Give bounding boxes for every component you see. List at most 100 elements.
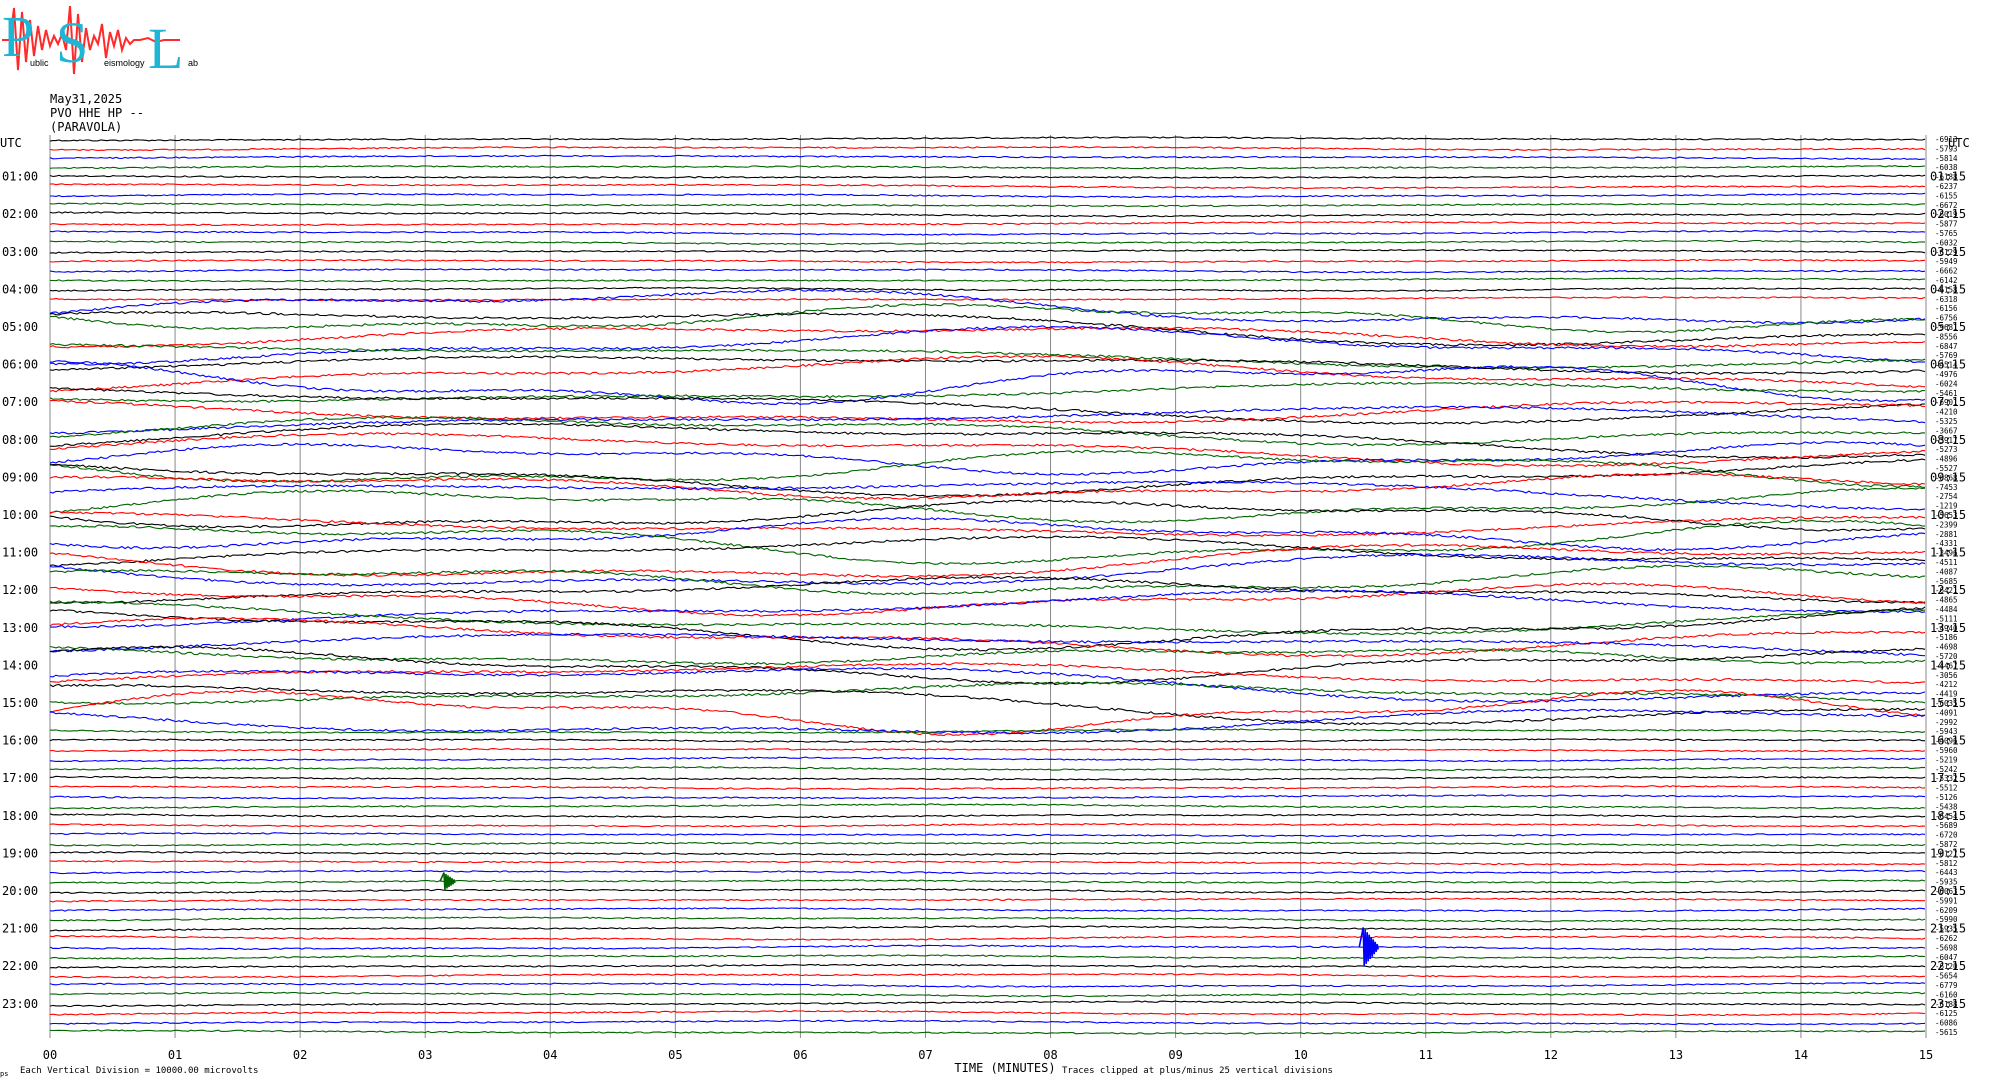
trace-offset-label: -5877 — [1935, 220, 1958, 229]
trace-offset-label: -6237 — [1935, 182, 1958, 191]
seismic-trace — [49, 963, 1926, 969]
seismic-trace — [49, 925, 1926, 932]
trace-offset-label: -4865 — [1935, 596, 1958, 605]
seismic-trace — [49, 756, 1926, 763]
trace-offset-label: -5943 — [1935, 727, 1958, 736]
seismic-trace — [49, 516, 1926, 552]
trace-offset-label: -4940 — [1935, 624, 1958, 633]
left-hour-label: 19:00 — [2, 846, 38, 860]
right-hour-label: 08:15 — [1930, 433, 1966, 447]
left-hour-label: 15:00 — [2, 696, 38, 710]
seismic-trace — [50, 708, 1926, 735]
left-hour-label: 18:00 — [2, 809, 38, 823]
left-hour-label: 05:00 — [2, 320, 38, 334]
trace-offset-label: -5765 — [1935, 229, 1958, 238]
trace-offset-label: -6209 — [1935, 906, 1958, 915]
right-hour-label: 22:15 — [1930, 959, 1966, 973]
seismic-trace — [49, 174, 1926, 179]
trace-offset-label: -5935 — [1935, 925, 1958, 934]
seismic-trace — [49, 381, 1925, 404]
seismic-trace — [49, 145, 1926, 152]
logo-small-text-3: ab — [188, 58, 198, 68]
seismic-trace — [50, 192, 1926, 199]
trace-offset-label: -4091 — [1935, 708, 1958, 717]
left-hour-label: 07:00 — [2, 395, 38, 409]
right-hour-label: 07:15 — [1930, 395, 1966, 409]
trace-offset-label: -6901 — [1935, 398, 1958, 407]
seismic-trace — [49, 662, 1926, 684]
seismic-trace — [49, 973, 1926, 979]
seismic-trace — [49, 486, 1926, 524]
trace-offset-label: -5949 — [1935, 257, 1958, 266]
left-hour-label: 09:00 — [2, 470, 38, 484]
seismic-trace — [49, 202, 1926, 208]
seismic-trace — [49, 1010, 1926, 1017]
x-tick-label: 09 — [1168, 1048, 1182, 1062]
x-axis-title: TIME (MINUTES) — [954, 1061, 1055, 1075]
trace-offset-label: -6047 — [1935, 953, 1958, 962]
seismic-trace — [49, 832, 1926, 838]
seismic-trace — [49, 954, 1926, 960]
trace-offset-label: -5654 — [1935, 972, 1958, 981]
trace-offset-label: -5960 — [1935, 746, 1958, 755]
seismic-trace — [49, 907, 1926, 913]
seismic-trace — [49, 355, 1926, 375]
seismic-trace — [49, 480, 1926, 511]
trace-offset-label: -1219 — [1935, 502, 1958, 511]
trace-offset-label: -4467 — [1935, 661, 1958, 670]
trace-offset-label: -2754 — [1935, 492, 1958, 501]
trace-offset-label: -6720 — [1935, 831, 1958, 840]
tiny-mark: ps — [0, 1070, 8, 1078]
trace-offset-label: -5769 — [1935, 351, 1958, 360]
trace-offset-label: -2992 — [1935, 718, 1958, 727]
trace-offset-label: -5812 — [1935, 859, 1958, 868]
trace-offset-label: -6913 — [1935, 135, 1958, 144]
logo-letter-p: P — [2, 4, 34, 69]
trace-offset-label: -5615 — [1935, 1028, 1958, 1037]
seismic-trace — [49, 310, 1926, 347]
trace-offset-label: -6024 — [1935, 379, 1958, 388]
seismic-traces — [49, 136, 1926, 1035]
trace-offset-label: -6158 — [1935, 285, 1958, 294]
trace-offset-label: -6421 — [1935, 586, 1958, 595]
trace-offset-label: -6155 — [1935, 191, 1958, 200]
seismic-trace — [49, 440, 1926, 476]
trace-offset-label: -5186 — [1935, 633, 1958, 642]
seismic-trace — [49, 991, 1926, 998]
trace-offset-label: -5698 — [1935, 943, 1958, 952]
trace-offset-label: -6262 — [1935, 934, 1958, 943]
seismic-trace — [49, 944, 1926, 951]
trace-offset-label: -3653 — [1935, 511, 1958, 520]
clip-note: Traces clipped at plus/minus 25 vertical… — [1062, 1066, 1333, 1076]
seismic-trace — [49, 888, 1926, 894]
seismic-trace — [49, 325, 1926, 366]
trace-offset-label: -4210 — [1935, 408, 1958, 417]
x-tick-label: 02 — [293, 1048, 307, 1062]
seismic-trace — [49, 766, 1926, 772]
x-tick-labels: 00 01 02 03 04 05 06 07 08 09 10 11 12 13 14 15 — [43, 1048, 1933, 1062]
trace-offset-label: -8556 — [1935, 332, 1958, 341]
trace-offset-labels: -6913-5793-5814-6038-6188-6237-6155-6672… — [1935, 135, 1958, 1037]
trace-offset-label: -6120 — [1935, 962, 1958, 971]
left-hour-label: 10:00 — [2, 508, 38, 522]
seismic-trace — [49, 916, 1926, 923]
date-label: May31,2025 — [50, 92, 123, 106]
seismic-trace — [49, 249, 1926, 254]
trace-offset-label: -4096 — [1935, 737, 1958, 746]
trace-offset-label: -6188 — [1935, 173, 1958, 182]
seismic-trace — [49, 303, 1926, 333]
trace-offset-label: -6156 — [1935, 304, 1958, 313]
trace-offset-label: -6672 — [1935, 201, 1958, 210]
x-tick-label: 00 — [43, 1048, 57, 1062]
seismic-trace — [49, 879, 1926, 884]
trace-offset-label: -5527 — [1935, 464, 1958, 473]
x-tick-label: 04 — [543, 1048, 557, 1062]
right-hour-label: 18:15 — [1930, 809, 1966, 823]
trace-offset-label: -6125 — [1935, 1009, 1958, 1018]
right-hour-label: 04:15 — [1930, 282, 1966, 296]
seismic-trace — [49, 666, 1926, 703]
x-tick-label: 08 — [1043, 1048, 1057, 1062]
seismic-trace — [49, 823, 1926, 828]
seismic-trace — [49, 841, 1926, 847]
right-hour-label: 23:15 — [1930, 997, 1966, 1011]
